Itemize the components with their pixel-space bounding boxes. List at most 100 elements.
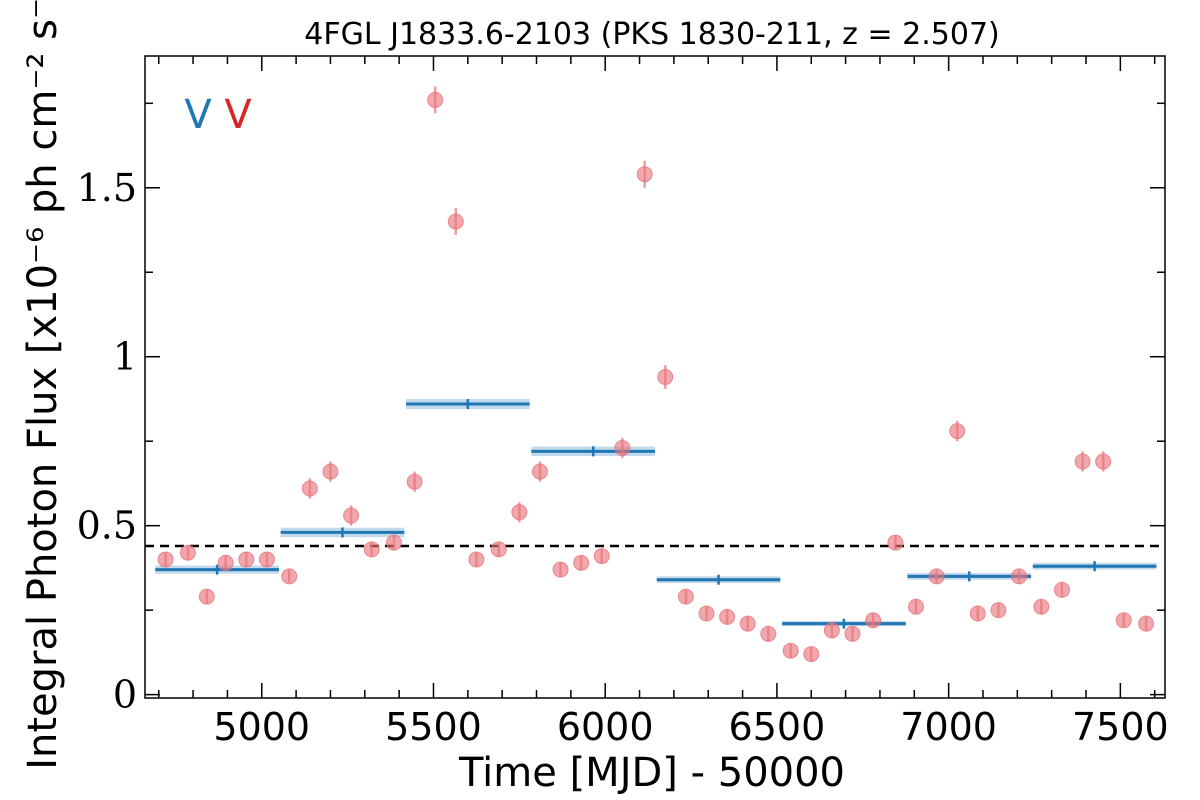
flux-point <box>427 86 444 114</box>
flux-point <box>908 598 925 615</box>
x-tick-label: 5000 <box>213 705 310 749</box>
flux-point-marker <box>969 605 986 622</box>
flux-point <box>258 551 275 568</box>
flux-point-marker <box>511 504 528 521</box>
y-axis-label: Integral Photon Flux [x10⁻⁶ ph cm⁻² s⁻¹] <box>20 0 66 770</box>
x-axis-label: Time [MJD] - 50000 <box>458 750 845 796</box>
y-tick-label: 0 <box>113 673 137 717</box>
y-tick-label: 0.5 <box>77 504 137 548</box>
flux-point-marker <box>1095 453 1112 470</box>
variability-marker-label: V <box>184 92 212 138</box>
flux-point-marker <box>281 568 298 585</box>
flux-point <box>803 646 820 663</box>
flux-point-marker <box>823 622 840 639</box>
flux-point <box>593 548 610 565</box>
flux-point <box>363 541 380 558</box>
flux-point-marker <box>447 213 464 230</box>
flux-point-marker <box>490 541 507 558</box>
flux-point-marker <box>760 625 777 642</box>
flux-point-marker <box>157 551 174 568</box>
flux-point <box>636 160 653 188</box>
flux-point-marker <box>179 544 196 561</box>
flux-point-marker <box>363 541 380 558</box>
flux-point <box>1115 612 1132 629</box>
flux-point-marker <box>677 588 694 605</box>
flux-point-marker <box>1053 581 1070 598</box>
x-tick-label: 6500 <box>729 705 826 749</box>
flux-point <box>1053 581 1070 598</box>
flux-point-marker <box>657 369 674 385</box>
binned-flux-bin <box>1032 561 1157 572</box>
flux-point <box>322 461 339 482</box>
flux-point <box>657 365 674 389</box>
flux-point <box>179 544 196 561</box>
flux-point <box>1074 451 1091 472</box>
flux-point-marker <box>573 554 590 571</box>
flux-point-marker <box>593 548 610 565</box>
plot-frame <box>144 55 1166 699</box>
flux-point <box>385 534 402 551</box>
flux-point <box>157 551 174 568</box>
flux-point <box>760 625 777 642</box>
x-tick-label: 7500 <box>1072 705 1169 749</box>
flux-point <box>844 625 861 642</box>
binned-flux-bin <box>155 564 279 575</box>
flux-point <box>1095 451 1112 472</box>
flux-point-marker <box>865 612 882 629</box>
flux-point-marker <box>844 625 861 642</box>
y-tick-label: 1 <box>113 335 137 379</box>
variability-marker-label: V <box>224 92 252 138</box>
flux-point-marker <box>1115 612 1132 629</box>
binned-flux-bin <box>280 527 405 538</box>
flux-point-marker <box>739 615 756 632</box>
binned-flux-bin <box>656 574 781 585</box>
flux-point <box>990 602 1007 619</box>
flux-point-marker <box>1138 615 1155 632</box>
flux-point-marker <box>1033 598 1050 615</box>
flux-point <box>447 208 464 236</box>
flux-point <box>1138 615 1155 632</box>
flux-point <box>238 551 255 568</box>
binned-flux-bin <box>782 618 906 629</box>
flux-point-marker <box>782 642 799 659</box>
flux-point <box>1033 598 1050 615</box>
flux-point <box>573 554 590 571</box>
flux-point-marker <box>217 554 234 571</box>
flux-point-marker <box>406 473 423 490</box>
flux-point <box>677 588 694 605</box>
flux-point-marker <box>531 463 548 480</box>
flux-point <box>281 568 298 585</box>
flux-point-marker <box>803 646 820 663</box>
flux-point-marker <box>258 551 275 568</box>
y-tick-label: 1.5 <box>77 166 137 210</box>
x-tick-label: 6000 <box>557 705 654 749</box>
axis-ticks: 5000 5500 6000 6500 7000 7500 0 0.5 1 1.5 <box>77 56 1169 749</box>
flux-point-marker <box>887 534 904 551</box>
flux-point-marker <box>301 480 318 497</box>
flux-point-marker <box>949 423 966 440</box>
flux-point <box>823 622 840 639</box>
flux-point <box>739 615 756 632</box>
flux-point <box>301 478 318 499</box>
flux-point <box>614 437 631 459</box>
flux-point-marker <box>908 598 925 615</box>
flux-point-marker <box>343 507 360 524</box>
x-tick-label: 7000 <box>900 705 997 749</box>
flux-point <box>865 612 882 629</box>
x-tick-label: 5500 <box>385 705 482 749</box>
flux-point-marker <box>698 605 715 622</box>
flux-point-marker <box>719 608 736 625</box>
flux-point-marker <box>385 534 402 551</box>
flux-point-marker <box>198 588 215 605</box>
chart-title: 4FGL J1833.6-2103 (PKS 1830-211, z = 2.5… <box>304 17 999 52</box>
flux-point-marker <box>614 439 631 456</box>
binned-flux-bin <box>531 446 655 457</box>
flux-point <box>887 534 904 551</box>
flux-point <box>552 561 569 578</box>
flux-point-marker <box>552 561 569 578</box>
flux-point <box>343 505 360 526</box>
flux-point <box>406 471 423 492</box>
flux-point-marker <box>1011 568 1028 585</box>
